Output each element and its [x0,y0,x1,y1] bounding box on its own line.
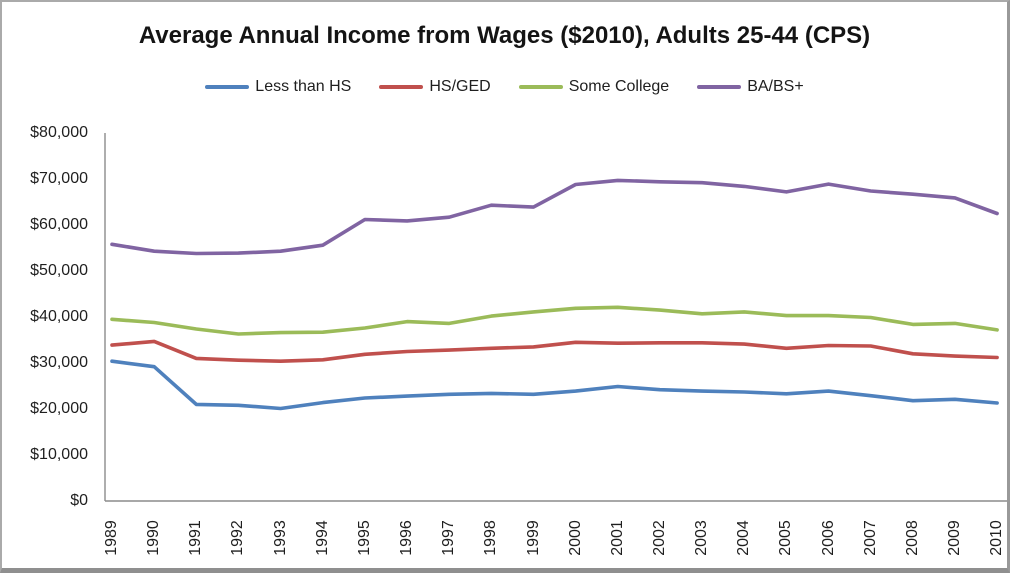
y-axis-tick-label: $0 [70,492,88,509]
y-axis-tick-label: $70,000 [30,170,88,187]
legend-item-some-college: Some College [518,78,670,96]
y-axis-tick-label: $20,000 [30,400,88,417]
x-axis-tick-label: 1992 [229,520,247,556]
legend-item-ba-bs: BA/BS+ [697,78,804,96]
legend-swatch-some-college [518,85,563,89]
x-axis-tick-label: 1994 [313,520,331,556]
x-axis-tick-label: 2002 [650,520,668,556]
legend-item-less-than-hs: Less than HS [205,78,351,96]
x-axis-tick-label: 2007 [861,520,879,556]
x-axis-tick-label: 2001 [608,520,626,556]
y-axis-tick-label: $30,000 [30,354,88,371]
x-axis-tick-label: 1999 [524,520,542,556]
x-axis-tick-label: 1996 [398,520,416,556]
legend-label-ba-bs: BA/BS+ [747,78,804,95]
x-axis-tick-label: 2003 [693,520,711,556]
legend-swatch-less-than-hs [205,85,250,89]
x-axis-tick-label: 1998 [482,520,500,556]
legend-label-some-college: Some College [568,78,670,95]
x-axis-tick-label: 1997 [440,520,458,556]
chart-legend: Less than HS HS/GED Some College BA/BS+ [2,78,1007,96]
x-axis-tick-label: 1991 [187,520,205,556]
x-axis-tick-label: 2006 [819,520,837,556]
y-axis-tick-label: $10,000 [30,446,88,463]
series-line-hs-ged [110,339,999,364]
x-axis-tick-label: 2005 [777,520,795,556]
y-axis-tick-label: $80,000 [30,124,88,141]
series-line-ba-bs [110,178,999,256]
x-axis-tick-label: 1989 [103,520,120,556]
chart-title: Average Annual Income from Wages ($2010)… [138,22,871,49]
legend-label-less-than-hs: Less than HS [255,78,352,95]
x-axis-tick-label: 2000 [566,520,584,556]
x-axis-tick-label: 1990 [145,520,163,556]
x-axis-tick-label: 2004 [735,520,753,556]
series-line-some-college [110,305,999,336]
series-line-less-than-hs [110,359,999,411]
legend-swatch-ba-bs [697,85,742,89]
legend-item-hs-ged: HS/GED [379,78,491,96]
x-axis-tick-label: 1995 [355,520,373,556]
y-axis-tick-label: $60,000 [30,216,88,233]
y-axis-tick-label: $50,000 [30,262,88,279]
y-axis-tick-label: $40,000 [30,308,88,325]
legend-swatch-hs-ged [379,85,424,89]
x-axis-tick-label: 1993 [271,520,289,556]
x-axis-tick-label: 2009 [946,520,963,556]
legend-label-hs-ged: HS/GED [429,78,491,95]
x-axis-tick-label: 2008 [903,520,921,556]
x-axis-tick-label: 2010 [988,520,1006,556]
